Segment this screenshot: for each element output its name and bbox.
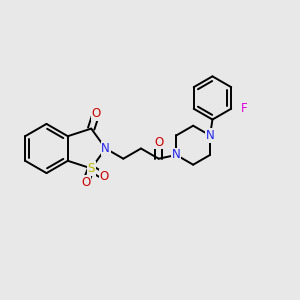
Text: F: F — [240, 102, 247, 115]
Text: O: O — [154, 136, 163, 149]
Text: S: S — [88, 162, 95, 175]
Text: N: N — [101, 142, 110, 155]
Text: O: O — [81, 176, 90, 189]
Text: O: O — [92, 107, 100, 120]
Text: N: N — [206, 129, 214, 142]
Text: O: O — [99, 170, 109, 183]
Text: N: N — [172, 148, 181, 161]
